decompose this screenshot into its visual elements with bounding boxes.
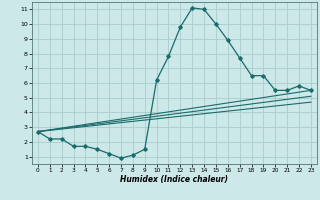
X-axis label: Humidex (Indice chaleur): Humidex (Indice chaleur) [120,175,228,184]
